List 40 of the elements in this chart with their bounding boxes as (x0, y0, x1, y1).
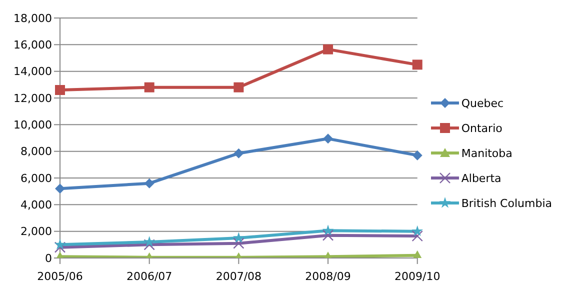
x-tick-label: 2005/06 (37, 270, 83, 283)
point (144, 178, 154, 188)
y-tick-label: 18,000 (14, 12, 52, 25)
point (55, 184, 65, 194)
x-tick-label: 2007/08 (216, 270, 262, 283)
point (412, 150, 422, 160)
y-tick-label: 4,000 (20, 198, 52, 212)
legend-label: Manitoba (461, 146, 512, 160)
y-tick-label: 6,000 (20, 172, 52, 185)
point (323, 44, 334, 54)
legend-label: British Columbia (461, 196, 552, 210)
point (234, 82, 244, 92)
point (412, 230, 423, 242)
y-tick-label: 16,000 (14, 38, 52, 52)
point (412, 60, 422, 70)
point (54, 242, 66, 253)
point (144, 82, 154, 92)
x-tick-label: 2006/07 (126, 270, 172, 283)
point (144, 236, 156, 247)
y-tick-label: 10,000 (14, 118, 52, 132)
y-tick-label: 2,000 (20, 225, 52, 238)
point (323, 134, 334, 144)
y-tick-label: 0 (45, 252, 52, 265)
y-tick-label: 14,000 (14, 65, 52, 78)
point (233, 238, 244, 249)
point (322, 230, 334, 241)
x-tick-label: 2008/09 (305, 270, 351, 283)
y-tick-label: 12,000 (14, 92, 52, 105)
point (412, 225, 424, 236)
point (232, 232, 244, 243)
legend-label: Quebec (461, 96, 504, 110)
point (55, 85, 65, 95)
x-tick-label: 2009/10 (394, 270, 440, 283)
point (234, 148, 244, 158)
legend-label: Ontario (461, 122, 502, 134)
legend-label: Alberta (461, 172, 502, 184)
point (54, 238, 66, 250)
point (322, 224, 334, 236)
point (144, 239, 155, 250)
y-tick-label: 8,000 (20, 145, 52, 158)
